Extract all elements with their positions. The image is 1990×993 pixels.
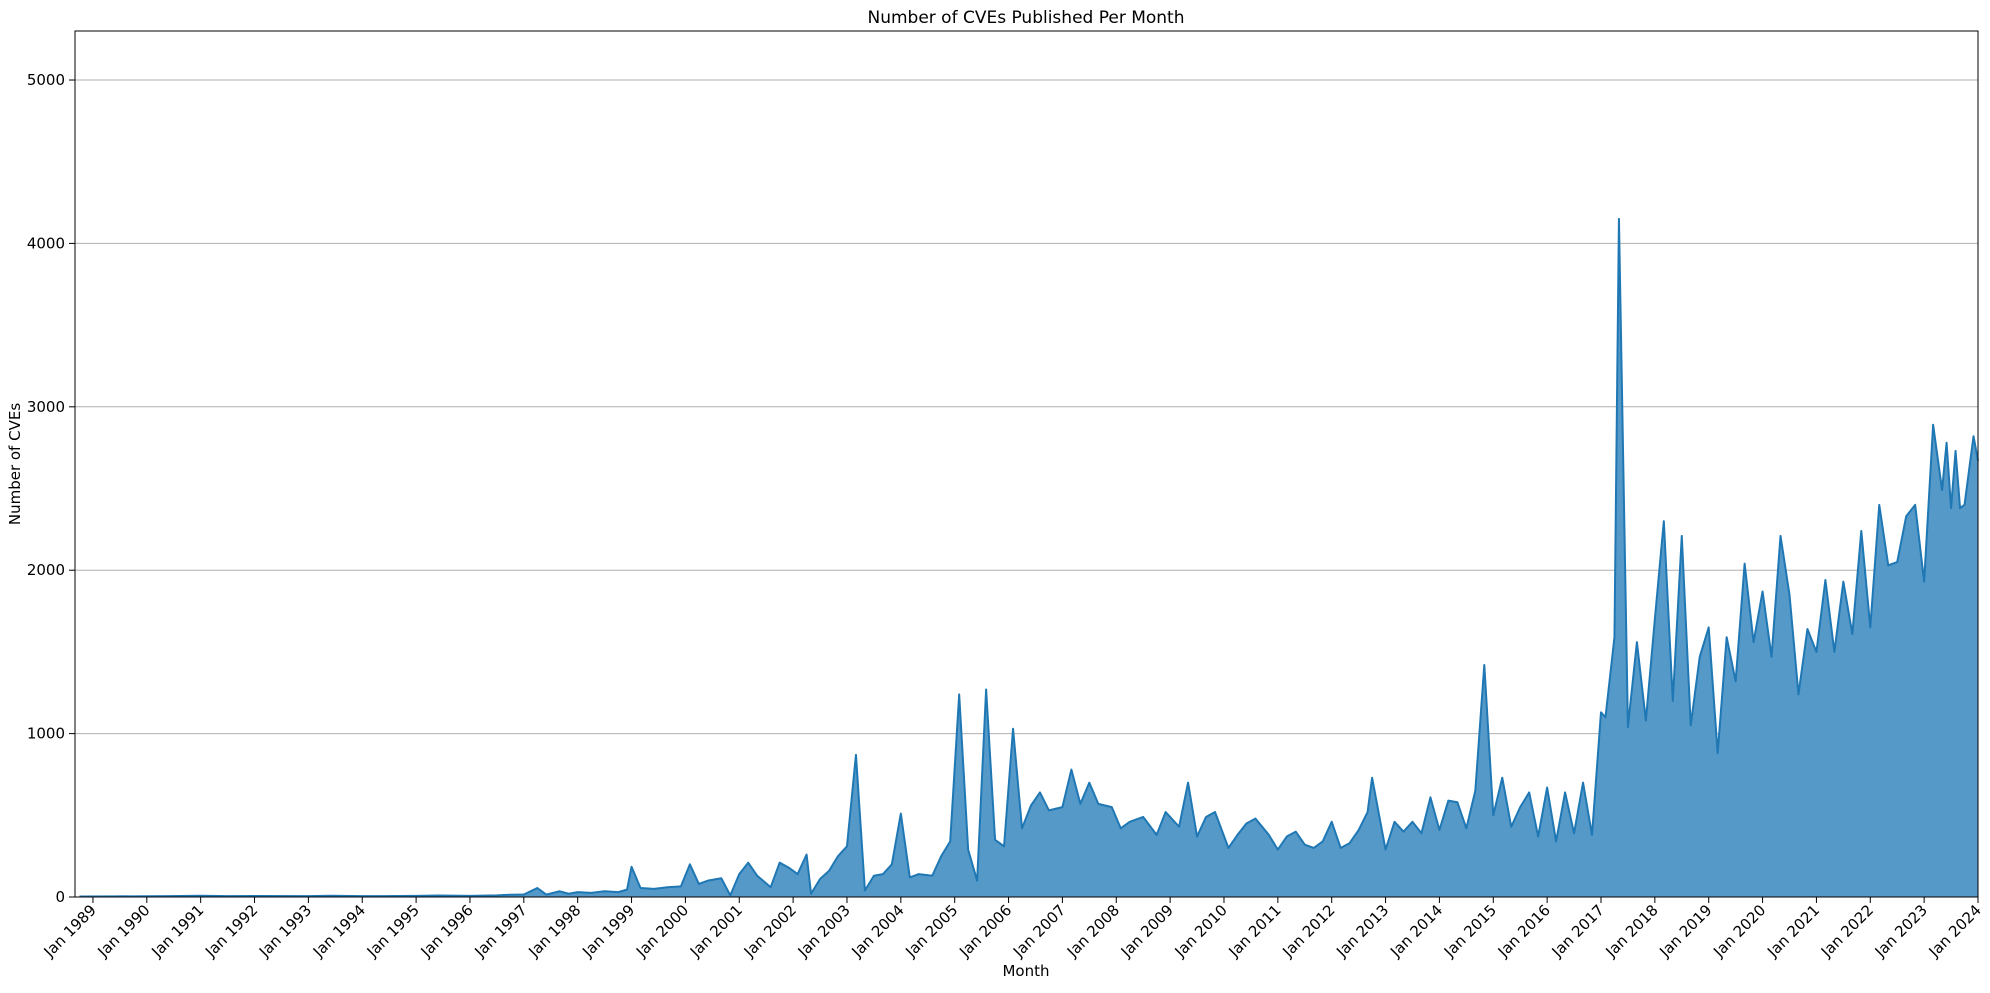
plot-frame (74, 30, 1979, 898)
x-tick-label: Jan 2007 (1009, 901, 1069, 961)
x-tick-label: Jan 2023 (1871, 901, 1931, 961)
x-tick-label: Jan 2013 (1332, 901, 1392, 961)
x-tick-label: Jan 1991 (147, 901, 207, 961)
chart-title: Number of CVEs Published Per Month (867, 8, 1184, 28)
x-tick-label: Jan 2002 (740, 901, 800, 961)
x-tick-label: Jan 2014 (1386, 901, 1446, 961)
x-tick-label: Jan 2009 (1117, 901, 1177, 961)
x-tick-label: Jan 2018 (1602, 901, 1662, 961)
x-tick-label: Jan 2016 (1494, 901, 1554, 961)
x-tick-label: Jan 1999 (578, 901, 638, 961)
x-tick-label: Jan 2004 (847, 901, 907, 961)
x-tick-label: Jan 1990 (93, 901, 153, 961)
x-tick-label: Jan 1993 (255, 901, 315, 961)
x-tick-label: Jan 2021 (1763, 901, 1823, 961)
x-tick-label: Jan 1992 (201, 901, 261, 961)
x-tick-label: Jan 1989 (40, 901, 100, 961)
x-tick-label: Jan 1997 (470, 901, 530, 961)
x-tick-label: Jan 2005 (901, 901, 961, 961)
area-fill (79, 218, 1979, 897)
x-tick-label: Jan 2011 (1225, 901, 1285, 961)
x-tick-label: Jan 1994 (309, 901, 369, 961)
x-tick-label: Jan 2017 (1548, 901, 1608, 961)
y-axis-ticks: 0 1000 2000 3000 4000 5000 (27, 71, 75, 906)
x-axis-title: Month (1002, 962, 1049, 980)
x-tick-label: Jan 2000 (632, 901, 692, 961)
y-tick-label: 4000 (27, 234, 65, 252)
x-tick-label: Jan 2006 (955, 901, 1015, 961)
x-tick-label: Jan 1996 (417, 901, 477, 961)
x-tick-label: Jan 2019 (1655, 901, 1715, 961)
y-tick-label: 2000 (27, 561, 65, 579)
y-tick-label: 0 (55, 888, 65, 906)
x-tick-label: Jan 2003 (794, 901, 854, 961)
x-tick-label: Jan 2012 (1278, 901, 1338, 961)
y-axis-title: Number of CVEs (6, 403, 24, 525)
series-line (79, 217, 1979, 898)
x-tick-label: Jan 2015 (1440, 901, 1500, 961)
grid-lines (75, 79, 1978, 735)
x-tick-label: Jan 2022 (1817, 901, 1877, 961)
x-tick-label: Jan 2020 (1709, 901, 1769, 961)
x-tick-label: Jan 2024 (1925, 901, 1985, 961)
x-tick-label: Jan 1995 (363, 901, 423, 961)
x-tick-label: Jan 1998 (524, 901, 584, 961)
x-tick-label: Jan 2001 (686, 901, 746, 961)
y-tick-label: 3000 (27, 398, 65, 416)
area-series (79, 217, 1979, 898)
y-tick-label: 5000 (27, 71, 65, 89)
x-tick-label: Jan 2008 (1063, 901, 1123, 961)
x-tick-label: Jan 2010 (1171, 901, 1231, 961)
y-tick-label: 1000 (27, 725, 65, 743)
